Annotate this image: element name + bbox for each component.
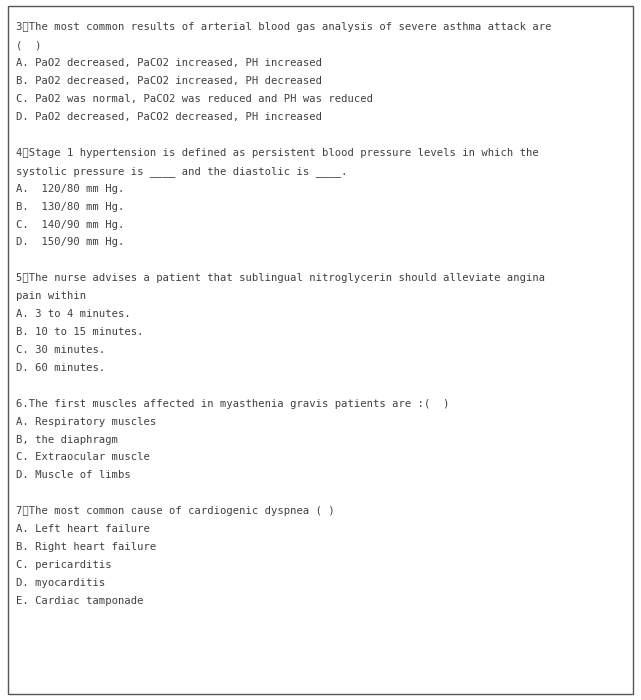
- Text: 4、Stage 1 hypertension is defined as persistent blood pressure levels in which t: 4、Stage 1 hypertension is defined as per…: [16, 148, 539, 158]
- Text: E. Cardiac tamponade: E. Cardiac tamponade: [16, 596, 144, 605]
- Text: A. PaO2 decreased, PaCO2 increased, PH increased: A. PaO2 decreased, PaCO2 increased, PH i…: [16, 58, 322, 68]
- Text: 7、The most common cause of cardiogenic dyspnea ( ): 7、The most common cause of cardiogenic d…: [16, 506, 335, 516]
- Text: A. Left heart failure: A. Left heart failure: [16, 524, 150, 534]
- Text: D. myocarditis: D. myocarditis: [16, 578, 105, 588]
- Text: C. Extraocular muscle: C. Extraocular muscle: [16, 452, 150, 463]
- Text: D. 60 minutes.: D. 60 minutes.: [16, 363, 105, 373]
- Text: B. PaO2 decreased, PaCO2 increased, PH decreased: B. PaO2 decreased, PaCO2 increased, PH d…: [16, 76, 322, 86]
- Text: B, the diaphragm: B, the diaphragm: [16, 435, 118, 444]
- Text: B.  130/80 mm Hg.: B. 130/80 mm Hg.: [16, 202, 124, 211]
- Text: systolic pressure is ____ and the diastolic is ____.: systolic pressure is ____ and the diasto…: [16, 166, 347, 176]
- Text: D. PaO2 decreased, PaCO2 decreased, PH increased: D. PaO2 decreased, PaCO2 decreased, PH i…: [16, 112, 322, 122]
- Text: 6.The first muscles affected in myasthenia gravis patients are :(  ): 6.The first muscles affected in myasthen…: [16, 399, 449, 409]
- Text: (  ): ( ): [16, 41, 42, 50]
- Text: B. 10 to 15 minutes.: B. 10 to 15 minutes.: [16, 327, 144, 337]
- Text: D.  150/90 mm Hg.: D. 150/90 mm Hg.: [16, 237, 124, 247]
- Text: pain within: pain within: [16, 291, 86, 301]
- Text: A.  120/80 mm Hg.: A. 120/80 mm Hg.: [16, 183, 124, 194]
- Text: C. pericarditis: C. pericarditis: [16, 560, 112, 570]
- Text: 5、The nurse advises a patient that sublingual nitroglycerin should alleviate ang: 5、The nurse advises a patient that subli…: [16, 273, 545, 284]
- Text: D. Muscle of limbs: D. Muscle of limbs: [16, 470, 131, 480]
- Text: B. Right heart failure: B. Right heart failure: [16, 542, 156, 552]
- Text: 3、The most common results of arterial blood gas analysis of severe asthma attack: 3、The most common results of arterial bl…: [16, 22, 551, 32]
- Text: C. PaO2 was normal, PaCO2 was reduced and PH was reduced: C. PaO2 was normal, PaCO2 was reduced an…: [16, 94, 373, 104]
- Text: C.  140/90 mm Hg.: C. 140/90 mm Hg.: [16, 220, 124, 230]
- Text: A. 3 to 4 minutes.: A. 3 to 4 minutes.: [16, 309, 131, 319]
- Text: C. 30 minutes.: C. 30 minutes.: [16, 345, 105, 355]
- Text: A. Respiratory muscles: A. Respiratory muscles: [16, 416, 156, 426]
